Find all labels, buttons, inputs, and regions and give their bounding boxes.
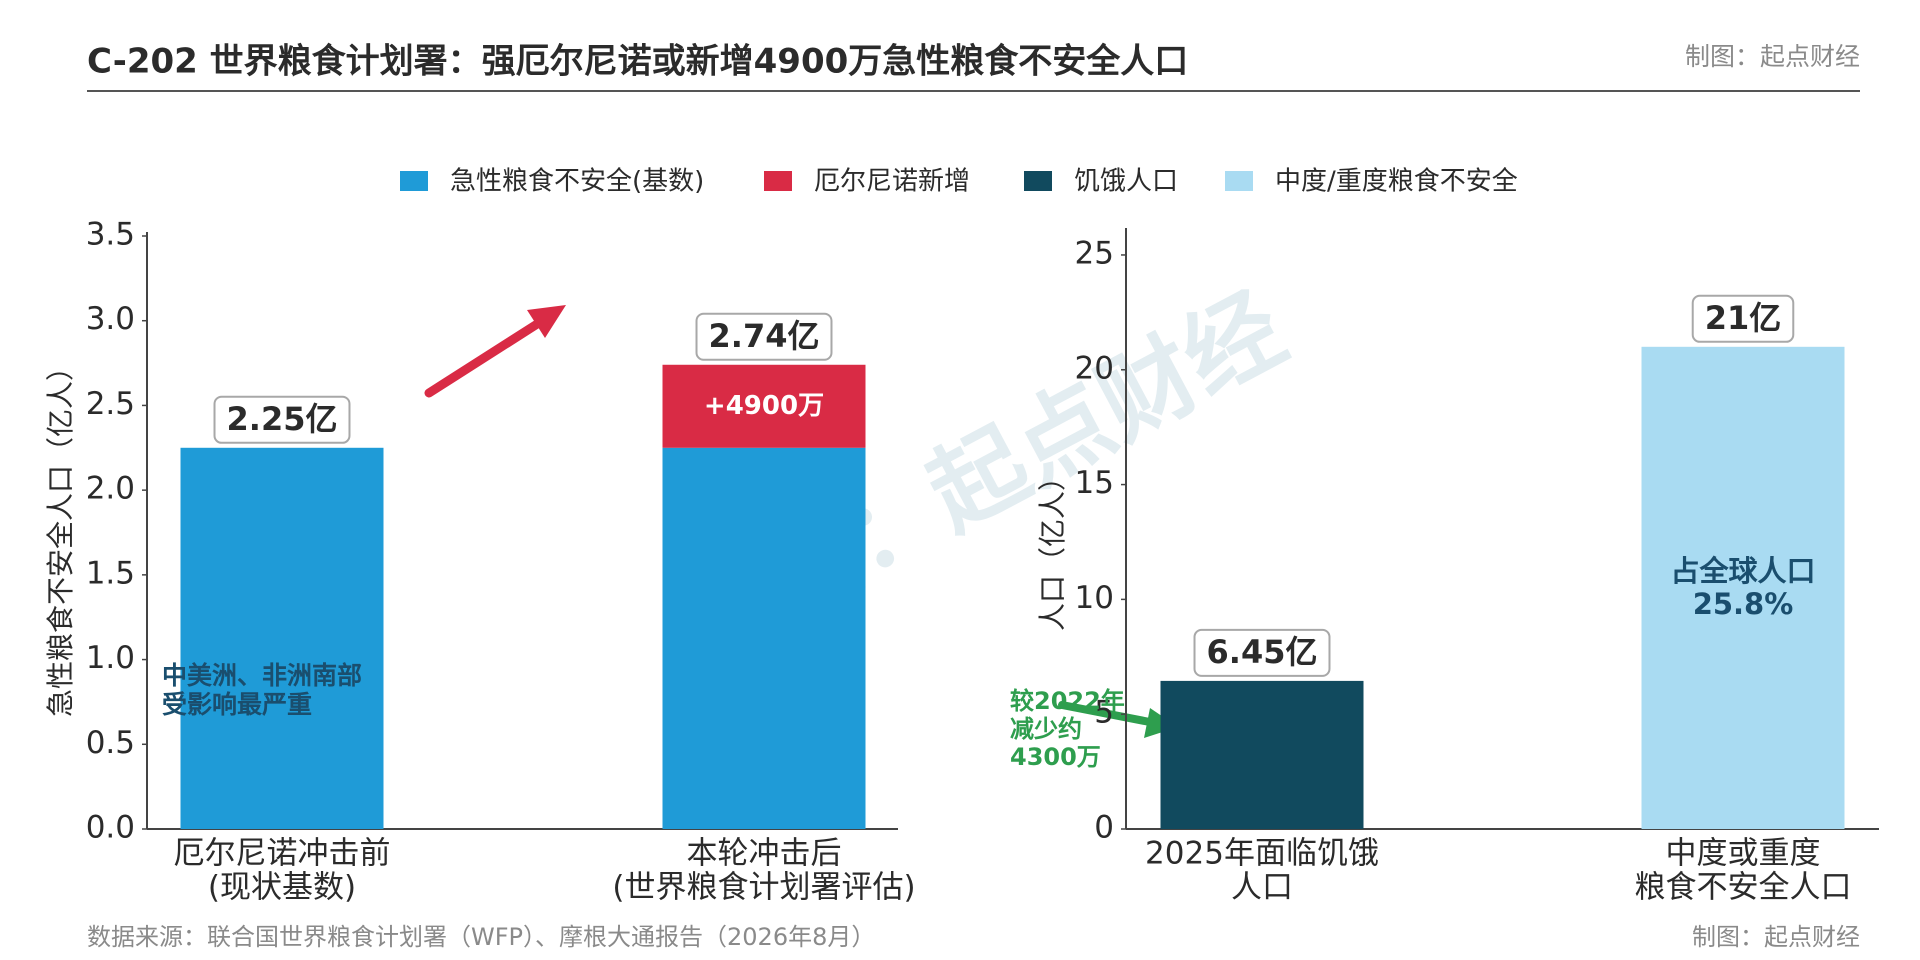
x-tick-label: 中度或重度: [1666, 836, 1821, 872]
annotation: 受影响最严重: [162, 690, 312, 719]
legend-swatch: [764, 171, 792, 191]
x-tick-label: 粮食不安全人口: [1635, 870, 1852, 906]
annotation: 占全球人口: [1670, 554, 1815, 588]
x-tick-label: (世界粮食计划署评估): [612, 870, 915, 906]
annotation: 4300万: [1010, 743, 1101, 771]
source: 数据来源：联合国世界粮食计划署（WFP）、摩根大通报告（2026年8月）: [87, 923, 875, 951]
y-tick-label: 1.0: [86, 640, 135, 676]
y-tick-label: 15: [1075, 465, 1114, 501]
legend-label: 饥饿人口: [1074, 167, 1178, 197]
legend-label: 厄尔尼诺新增: [814, 167, 970, 197]
y-tick-label: 2.5: [86, 386, 135, 422]
y-tick-label: 3.0: [86, 301, 135, 337]
bar-segment: [662, 447, 866, 829]
y-axis-label: 急性粮食不安全人口（亿人）: [44, 353, 77, 717]
y-tick-label: 0.0: [86, 810, 135, 846]
x-tick-label: 人口: [1231, 870, 1293, 906]
y-tick-label: 0: [1094, 810, 1114, 846]
x-tick-label: 本轮冲击后: [687, 836, 842, 872]
annotation: 中美洲、非洲南部: [162, 661, 362, 690]
annotation: 减少约: [1010, 715, 1082, 743]
legend-swatch: [1225, 171, 1253, 191]
trend-arrow: [424, 314, 550, 398]
legend-swatch: [400, 171, 428, 191]
x-tick-label: (现状基数): [208, 870, 356, 906]
total-label: 2.74亿: [709, 317, 820, 355]
y-tick-label: 25: [1075, 235, 1114, 271]
annotation: 较2022年: [1010, 687, 1125, 715]
segment-label: +4900万: [704, 391, 824, 421]
total-label-box: [695, 312, 833, 361]
y-axis-label: 人口（亿人）: [1036, 463, 1069, 631]
y-tick-label: 3.5: [86, 217, 135, 253]
total-label: 6.45亿: [1207, 633, 1318, 671]
note-arrow: [1058, 701, 1159, 727]
legend-label: 中度/重度粮食不安全: [1275, 167, 1518, 197]
y-tick-label: 1.5: [86, 555, 135, 591]
y-tick-label: 0.5: [86, 725, 135, 761]
bar-segment: [662, 364, 866, 448]
credit-footer: 制图：起点财经: [1692, 923, 1860, 951]
total-label-box: [1691, 294, 1795, 343]
bar-segment: [1641, 346, 1845, 829]
y-tick-label: 5: [1094, 695, 1114, 731]
total-label-box: [1193, 628, 1331, 677]
x-tick-label: 2025年面临饥饿: [1145, 836, 1379, 872]
legend-swatch: [1024, 171, 1052, 191]
legend-label: 急性粮食不安全(基数): [450, 167, 704, 197]
page-title: C-202 世界粮食计划署：强厄尔尼诺或新增4900万急性粮食不安全人口: [87, 42, 1188, 82]
y-tick-label: 20: [1075, 350, 1114, 386]
trend-arrow-head: [527, 305, 566, 338]
y-tick-label: 2.0: [86, 471, 135, 507]
x-tick-label: 厄尔尼诺冲击前: [174, 836, 391, 872]
y-tick-label: 10: [1075, 580, 1114, 616]
total-label-box: [213, 395, 351, 444]
annotation: 25.8%: [1693, 587, 1794, 621]
bar-segment: [180, 447, 384, 829]
total-label: 21亿: [1705, 299, 1782, 337]
bar-segment: [1160, 680, 1364, 829]
credit: 制图：起点财经: [1685, 42, 1860, 71]
total-label: 2.25亿: [227, 400, 338, 438]
